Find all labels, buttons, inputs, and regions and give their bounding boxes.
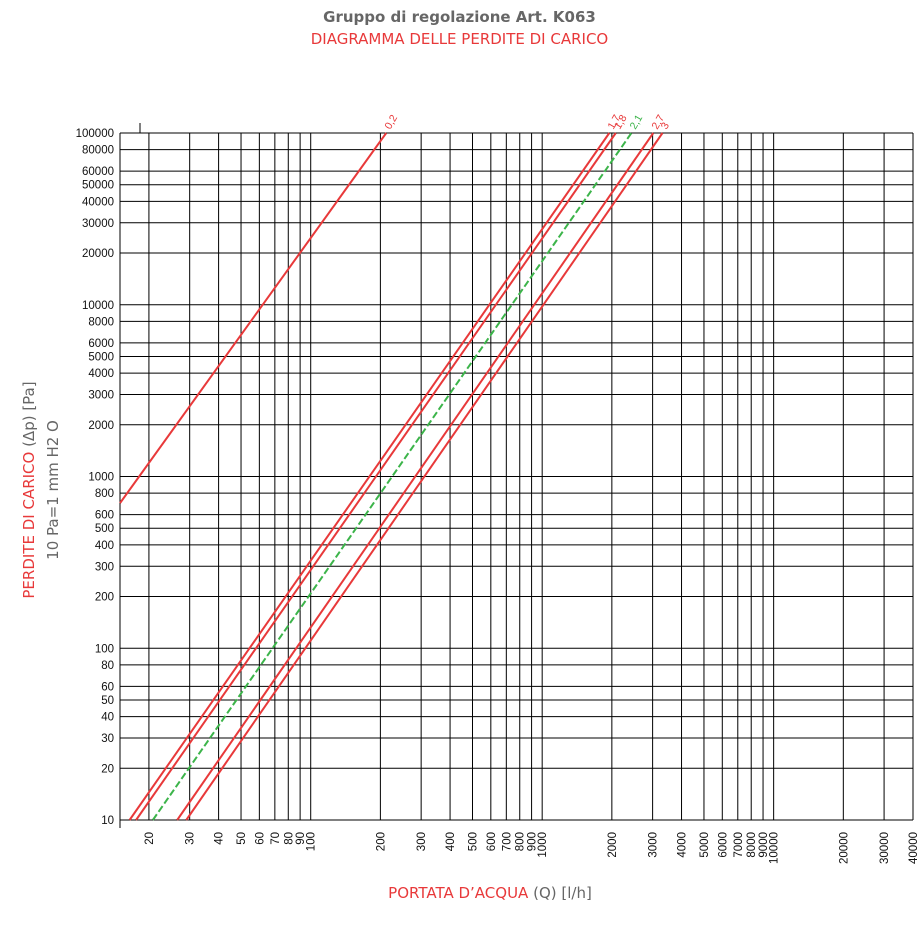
y-tick-label-15: 2000 — [88, 420, 114, 432]
y-tick-label-1: 20 — [101, 763, 114, 775]
x-tick-label-29: 40000 — [908, 832, 919, 864]
x-tick-label-5: 70 — [270, 832, 282, 845]
x-tick-label-18: 2000 — [607, 832, 619, 858]
y-tick-label-4: 50 — [101, 695, 114, 707]
y-axis-label-rest: (Δp) [Pa] — [20, 381, 38, 451]
x-tick-label-25: 9000 — [758, 832, 770, 858]
grid-lines — [119, 123, 914, 828]
x-tick-label-10: 300 — [416, 832, 428, 851]
y-tick-label-22: 20000 — [82, 248, 114, 260]
x-tick-label-22: 6000 — [717, 832, 729, 858]
y-axis-label-secondary: 10 Pa=1 mm H2 O — [44, 420, 62, 560]
y-tick-label-21: 10000 — [82, 300, 114, 312]
series-labels: 0,2 1,71,82,1 2,73 — [382, 113, 672, 132]
x-tick-label-7: 90 — [295, 832, 307, 845]
x-tick-label-27: 20000 — [838, 832, 850, 864]
y-tick-label-12: 600 — [95, 510, 114, 522]
x-tick-label-17: 1000 — [537, 832, 549, 858]
x-tick-label-28: 30000 — [879, 832, 891, 864]
y-tick-label-28: 100000 — [76, 128, 114, 140]
x-tick-label-8: 100 — [306, 832, 318, 851]
y-tick-label-20: 8000 — [88, 316, 114, 328]
x-tick-label-1: 30 — [185, 832, 197, 845]
y-axis-label-colored: PERDITE DI CARICO — [20, 452, 38, 599]
series-line-1 — [128, 132, 611, 821]
x-tick-label-20: 4000 — [677, 832, 689, 858]
y-tick-label-23: 30000 — [82, 218, 114, 230]
y-tick-label-0: 10 — [101, 815, 114, 827]
y-tick-label-10: 400 — [95, 540, 114, 552]
x-axis-label-rest: (Q) [l/h] — [528, 884, 591, 902]
chart-subtitle: DIAGRAMMA DELLE PERDITE DI CARICO — [310, 30, 609, 48]
x-tick-label-3: 50 — [236, 832, 248, 845]
y-tick-label-11: 500 — [95, 523, 114, 535]
x-tick-label-11: 400 — [445, 832, 457, 851]
x-tick-label-21: 5000 — [699, 832, 711, 858]
y-tick-label-18: 5000 — [88, 351, 114, 363]
chart-title: Gruppo di regolazione Art. K063 — [323, 8, 596, 26]
x-tick-label-16: 900 — [527, 832, 539, 851]
y-tick-label-7: 100 — [95, 643, 114, 655]
series-line-5 — [185, 132, 664, 821]
x-tick-label-14: 700 — [501, 832, 513, 851]
x-tick-label-9: 200 — [375, 832, 387, 851]
x-tick-label-23: 7000 — [733, 832, 745, 858]
series-label-3: 2,1 — [628, 113, 646, 132]
x-tick-label-2: 40 — [214, 832, 226, 845]
x-tick-label-15: 800 — [515, 832, 527, 851]
y-tick-label-25: 50000 — [82, 180, 114, 192]
x-axis-label-colored: PORTATA D’ACQUA — [388, 884, 529, 902]
x-tick-label-12: 500 — [467, 832, 479, 851]
x-axis-label: PORTATA D’ACQUA (Q) [l/h] — [388, 884, 592, 902]
y-tick-label-16: 3000 — [88, 390, 114, 402]
x-tick-label-4: 60 — [254, 832, 266, 845]
series-label-0: 0,2 — [382, 113, 400, 132]
x-tick-label-13: 600 — [486, 832, 498, 851]
y-tick-label-19: 6000 — [88, 338, 114, 350]
series-line-2 — [135, 132, 617, 821]
y-tick-label-3: 40 — [101, 712, 114, 724]
y-tick-label-6: 80 — [101, 660, 114, 672]
series-line-4 — [176, 132, 655, 821]
x-tick-label-26: 10000 — [769, 832, 781, 864]
y-tick-label-9: 300 — [95, 561, 114, 573]
y-tick-label-8: 200 — [95, 592, 114, 604]
series-label-5: 3 — [659, 120, 672, 131]
y-tick-label-17: 4000 — [88, 368, 114, 380]
x-tick-label-0: 20 — [144, 832, 156, 845]
x-tick-label-19: 3000 — [648, 832, 660, 858]
y-axis-label: PERDITE DI CARICO (Δp) [Pa] — [20, 381, 38, 598]
series-lines — [119, 132, 664, 821]
y-tick-label-5: 60 — [101, 681, 114, 693]
series-line-0 — [119, 132, 388, 504]
y-tick-label-24: 40000 — [82, 196, 114, 208]
y-tick-label-13: 800 — [95, 488, 114, 500]
x-tick-label-24: 8000 — [746, 832, 758, 858]
y-tick-label-14: 1000 — [88, 472, 114, 484]
y-tick-label-2: 30 — [101, 733, 114, 745]
x-tick-label-6: 80 — [283, 832, 295, 845]
y-tick-label-27: 80000 — [82, 145, 114, 157]
y-tick-label-26: 60000 — [82, 166, 114, 178]
